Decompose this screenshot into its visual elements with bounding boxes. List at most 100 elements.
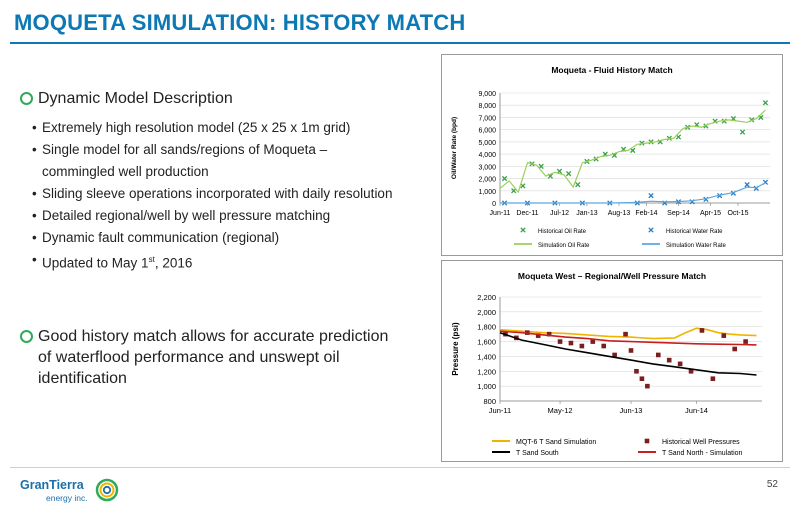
x-marker-stroke: [648, 139, 654, 145]
x-marker-stroke: [538, 163, 544, 169]
x-tick-label: Apr-15: [700, 210, 721, 217]
y-tick-label: 1,000: [477, 382, 496, 391]
square-marker: [666, 357, 672, 363]
heading-good-match: Good history match allows for accurate p…: [20, 326, 400, 389]
updated-suffix: , 2016: [154, 255, 193, 271]
legend-label: Historical Water Rate: [666, 229, 723, 235]
x-tick-label: Jun-13: [620, 406, 643, 415]
x-marker: [538, 163, 544, 169]
series-line: [499, 331, 757, 376]
x-marker: [575, 182, 581, 188]
legend-label: Historical Well Pressures: [662, 439, 740, 446]
title-rule: [10, 42, 790, 44]
updated-prefix: Updated to May 1: [42, 255, 149, 271]
x-tick-label: Jun-11: [489, 406, 511, 415]
heading-good-match-text: Good history match allows for accurate p…: [38, 328, 389, 387]
x-marker-stroke: [520, 183, 526, 189]
x-marker: [739, 129, 746, 135]
legend-label: MQT-6 T Sand Simulation: [516, 439, 596, 446]
y-tick-label: 2,000: [478, 177, 496, 184]
legend-label: T Sand North - Simulation: [662, 450, 743, 457]
square-marker: [699, 328, 705, 333]
list-item-text: Extremely high resolution model (25 x 25…: [42, 120, 351, 135]
legend-label: Historical Oil Rate: [538, 229, 587, 235]
grantierra-logo-icon: GranTierra energy inc.: [20, 478, 119, 503]
page-number: 52: [766, 479, 778, 490]
x-marker: [762, 100, 769, 106]
bullet-dot-icon: •: [32, 252, 37, 267]
square-marker: [612, 352, 617, 358]
x-marker-stroke: [630, 147, 636, 154]
list-item: • Extremely high resolution model (25 x 2…: [32, 117, 402, 139]
x-marker-stroke: [744, 182, 750, 188]
square-marker: [644, 438, 650, 444]
square-marker: [710, 376, 716, 382]
square-marker: [732, 346, 738, 352]
y-tick-label: 1,400: [477, 352, 496, 361]
x-marker: [501, 175, 508, 182]
y-tick-label: 800: [483, 397, 496, 406]
y-tick-label: 9,000: [478, 91, 496, 98]
square-marker: [743, 339, 748, 344]
y-tick-label: 8,000: [478, 103, 496, 110]
fluid-history-chart-svg: Moqueta - Fluid History Match 0 1,000 2,000…: [451, 65, 770, 249]
list-item-text: Sliding sleeve operations incorporated w…: [42, 186, 393, 201]
y-tick-label: 1,600: [477, 338, 496, 347]
x-tick-label: Aug-13: [608, 210, 631, 217]
square-marker: [639, 376, 645, 382]
x-marker-stroke: [762, 100, 769, 106]
logo-sub: energy inc.: [46, 493, 88, 503]
square-marker: [623, 331, 628, 337]
y-tick-label: 2,200: [477, 293, 496, 302]
x-marker-stroke: [547, 173, 553, 179]
fluid-history-chart: Moqueta - Fluid History Match 0 1,000 2,000…: [441, 54, 783, 256]
footer-rule: [10, 467, 790, 468]
square-marker: [579, 343, 585, 349]
y-tick-label: 6,000: [478, 128, 496, 135]
x-marker-stroke: [575, 182, 581, 188]
logo-ring-blue: [102, 485, 112, 495]
y-tick-label: 2,000: [477, 308, 496, 317]
x-tick-label: Jun-11: [490, 210, 511, 217]
pressure-match-chart-svg: Moqueta West – Regional/Well Pressure Ma…: [451, 271, 762, 457]
x-marker-stroke: [648, 193, 654, 199]
x-marker: [565, 171, 572, 177]
bullet-dot-icon: •: [32, 120, 37, 135]
y-tick-label: 7,000: [478, 115, 496, 122]
x-tick-label: Jan-13: [576, 210, 598, 217]
y-axis-label: Oil/Water Rate (bpd): [451, 117, 458, 179]
x-marker: [648, 227, 654, 233]
list-item-text: Detailed regional/well by well pressure …: [42, 208, 331, 223]
x-marker: [721, 118, 727, 124]
square-marker: [721, 333, 727, 338]
square-marker: [634, 368, 639, 374]
x-tick-label: May-12: [548, 406, 573, 415]
x-marker: [511, 188, 517, 194]
square-marker: [601, 343, 607, 349]
list-item-text: Dynamic fault communication (regional): [42, 230, 280, 245]
company-logo: GranTierra energy inc.: [20, 472, 124, 512]
legend-label: T Sand South: [516, 450, 559, 457]
x-marker-stroke: [520, 227, 526, 233]
x-marker: [520, 227, 526, 233]
bullet-ring-icon: [20, 330, 33, 343]
logo-ring-green: [95, 478, 119, 502]
x-marker-stroke: [721, 118, 727, 124]
heading-dynamic-model: Dynamic Model Description: [20, 88, 400, 109]
x-tick-label: Oct-15: [727, 210, 748, 217]
y-tick-label: 4,000: [478, 152, 496, 159]
chart-title: Moqueta West – Regional/Well Pressure Ma…: [518, 271, 706, 281]
list-item-text: Single model for all sands/regions of Mo…: [42, 142, 328, 179]
x-marker-stroke: [565, 171, 572, 177]
logo-ring-yellow: [99, 482, 115, 498]
slide-title: MOQUETA SIMULATION: HISTORY MATCH: [14, 10, 466, 35]
list-item: • Detailed regional/well by well pressure…: [32, 205, 402, 227]
legend-label: Simulation Water Rate: [666, 243, 726, 249]
list-item: • Single model for all sands/regions of M…: [32, 139, 402, 183]
square-marker: [568, 340, 574, 346]
square-marker: [546, 331, 552, 337]
square-marker: [590, 339, 596, 344]
updated-sup: st: [148, 255, 155, 264]
square-marker: [688, 368, 694, 374]
series-line: [500, 182, 766, 204]
